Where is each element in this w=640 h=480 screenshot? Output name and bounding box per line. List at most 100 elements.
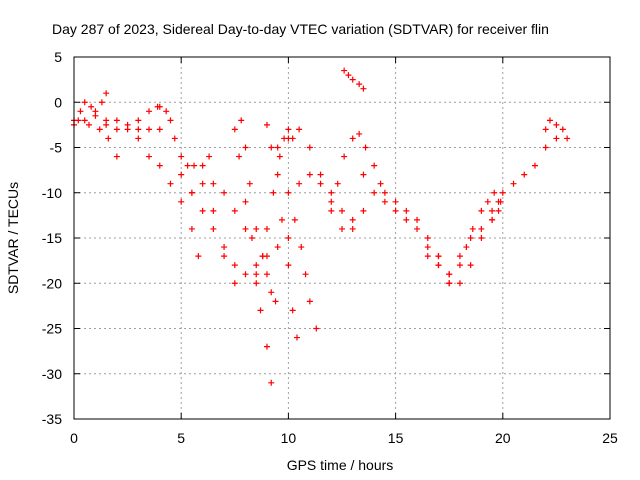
data-point (188, 225, 195, 232)
data-point (195, 253, 202, 260)
data-point (263, 343, 270, 350)
data-point (221, 189, 228, 196)
data-point (253, 271, 260, 278)
data-point (339, 225, 345, 232)
data-point (371, 189, 378, 196)
data-point (188, 189, 195, 196)
x-tick-label: 25 (602, 430, 618, 446)
data-point (146, 108, 153, 115)
x-axis-title: GPS time / hours (287, 457, 394, 473)
data-point (231, 126, 238, 133)
data-point (424, 235, 431, 241)
data-point (341, 67, 348, 74)
y-tick-label: -20 (42, 275, 62, 291)
series-arc-1 (71, 90, 110, 124)
data-point (242, 225, 249, 232)
data-point (242, 271, 249, 278)
data-point (381, 198, 388, 205)
data-point (113, 117, 120, 124)
data-point (296, 180, 303, 187)
x-tick-label: 10 (281, 430, 297, 446)
data-point (446, 280, 453, 287)
series-arc-5 (135, 135, 202, 260)
data-point (191, 162, 198, 169)
y-axis-title: SDTVAR / TECUs (5, 182, 21, 294)
data-point (542, 126, 549, 133)
data-point (289, 307, 296, 314)
series-arc-22 (435, 198, 502, 278)
data-point (285, 135, 292, 142)
data-point (403, 207, 410, 214)
series-arc-16 (296, 171, 367, 223)
y-tick-label: 5 (54, 49, 62, 65)
data-point (221, 253, 228, 260)
data-point (285, 189, 292, 196)
data-point (92, 112, 99, 119)
series-arc-12 (253, 126, 296, 287)
y-tick-label: -10 (42, 185, 62, 201)
data-point (392, 198, 399, 205)
series-arc-7 (178, 171, 249, 232)
data-point (81, 99, 88, 106)
data-point (270, 189, 277, 196)
data-point (231, 207, 238, 214)
data-point (456, 280, 463, 287)
data-point (88, 103, 95, 110)
data-point (317, 171, 324, 178)
data-point (403, 216, 410, 223)
series-arc-14 (274, 126, 356, 232)
data-point (497, 198, 504, 205)
data-point (510, 180, 517, 187)
data-point (334, 180, 341, 187)
data-point (435, 253, 442, 260)
data-point (349, 225, 356, 232)
series-arc-9 (210, 207, 292, 278)
axis-ticks (73, 56, 611, 420)
data-point (263, 225, 270, 232)
data-point (103, 117, 110, 124)
data-point (564, 135, 571, 142)
data-point (328, 207, 335, 214)
data-point (285, 126, 292, 133)
data-point (285, 235, 292, 241)
data-point (263, 121, 270, 128)
data-point (356, 130, 363, 137)
data-point (113, 153, 120, 160)
data-point (542, 144, 549, 151)
data-point (306, 171, 313, 178)
data-point (489, 207, 496, 214)
data-point (435, 262, 442, 269)
data-point (103, 90, 110, 97)
data-point (521, 171, 528, 178)
data-point (146, 153, 153, 160)
data-point (278, 216, 285, 223)
data-point (306, 144, 313, 151)
data-point (210, 225, 217, 232)
series-arc-17 (328, 130, 384, 214)
data-point (253, 225, 260, 232)
data-point (210, 180, 217, 187)
data-point (86, 121, 93, 128)
data-point (478, 225, 485, 232)
data-point (242, 198, 249, 205)
data-point (392, 207, 399, 214)
data-point (248, 235, 255, 241)
data-point (231, 262, 238, 269)
x-tick-label: 0 (70, 430, 78, 446)
series-arc-4 (103, 117, 163, 133)
y-tick-label: -30 (42, 366, 62, 382)
series-arc-25 (542, 117, 566, 133)
data-point (156, 103, 163, 110)
data-point (268, 144, 275, 151)
data-point (238, 117, 245, 124)
x-tick-label: 5 (177, 430, 185, 446)
data-point (268, 289, 275, 296)
data-point (491, 189, 498, 196)
data-point (253, 280, 260, 287)
data-point (360, 171, 367, 178)
series-arc-2 (71, 103, 161, 128)
data-point (298, 244, 305, 251)
data-point (296, 126, 303, 133)
data-points (71, 67, 571, 386)
data-point (274, 171, 281, 178)
